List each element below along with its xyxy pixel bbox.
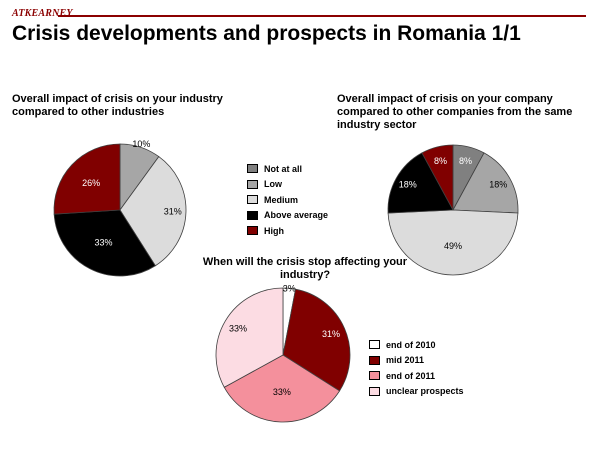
recovery-legend-item-end-of-2011: end of 2011 [369,368,464,384]
industry-label-high: 26% [82,178,100,188]
legend-swatch [247,226,258,236]
impact-legend-item-not-at-all: Not at all [247,161,328,177]
legend-label: Low [264,179,282,190]
legend-label: High [264,225,284,236]
header-rule [58,15,586,17]
company-slice-medium [387,209,519,276]
company-slice-high [421,144,454,211]
company-label-not-at-all: 8% [459,156,472,166]
legend-swatch [369,340,380,350]
chart3-title: When will the crisis stop affecting your… [202,256,408,281]
company-label-high: 8% [434,156,447,166]
legend-label: end of 2011 [386,370,436,381]
brand-logo: ATKEARNEY [12,8,73,19]
industry-slice-high [53,143,121,215]
industry-slice-medium [119,156,187,267]
recovery-legend-item-mid-2011: mid 2011 [369,353,464,369]
legend-swatch [247,195,258,205]
recovery-label-mid-2011: 31% [322,329,340,339]
company-label-low: 18% [489,179,507,189]
legend-swatch [247,164,258,174]
recovery-label-end-of-2010: 3% [283,283,296,293]
legend-swatch [369,386,380,396]
legend-label: end of 2010 [386,339,436,350]
industry-slice-above-average [53,209,156,277]
industry-label-low: 10% [132,139,150,149]
company-label-above-average: 18% [399,179,417,189]
legend-label: unclear prospects [386,386,464,397]
legend-label: Not at all [264,163,303,174]
chart2-title: Overall impact of crisis on your company… [337,93,573,131]
recovery-slice-unclear-prospects [215,287,284,388]
legend-swatch [247,179,258,189]
recovery-legend-item-unclear-prospects: unclear prospects [369,384,464,400]
legend-swatch [369,355,380,365]
recovery-legend-item-end-of-2010: end of 2010 [369,337,464,353]
company-label-medium: 49% [444,241,462,251]
recovery-label-unclear-prospects: 33% [229,323,247,333]
industry-label-medium: 31% [164,207,182,217]
recovery-label-end-of-2011: 33% [273,387,291,397]
impact-legend-item-high: High [247,223,328,239]
impact-legend: Not at all Low Medium Above average High [247,161,328,239]
company-slice-above-average [387,152,454,214]
legend-label: mid 2011 [386,355,425,366]
company-slice-low [452,152,519,214]
recovery-legend: end of 2010 mid 2011 end of 2011 unclear pr… [369,337,464,399]
legend-label: Medium [264,194,299,205]
impact-legend-item-medium: Medium [247,192,328,208]
legend-swatch [247,210,258,220]
industry-label-above-average: 33% [95,237,113,247]
legend-swatch [369,371,380,381]
chart1-title: Overall impact of crisis on your industr… [12,93,223,118]
legend-label: Above average [264,210,329,221]
impact-legend-item-above-average: Above average [247,208,328,224]
page-title: Crisis developments and prospects in Rom… [12,22,521,45]
impact-legend-item-low: Low [247,177,328,193]
